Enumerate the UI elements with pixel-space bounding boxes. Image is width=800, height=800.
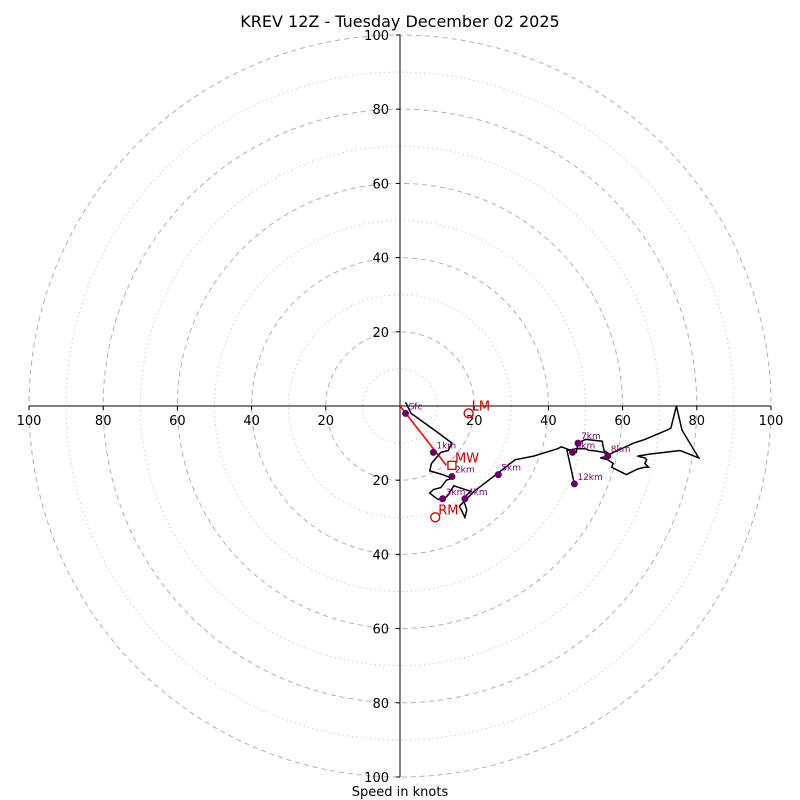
storm-motion-marker <box>447 460 457 471</box>
y-tick-label: 20 <box>372 474 389 489</box>
height-marker-dot <box>604 452 612 460</box>
y-tick-label: 40 <box>372 252 389 267</box>
axis-ticks <box>28 34 772 778</box>
storm-motion-markers: LM MW RM <box>430 399 490 523</box>
y-tick-label: 20 <box>372 326 389 341</box>
height-marker-dot <box>402 409 410 417</box>
x-tick-label: 100 <box>17 414 42 429</box>
storm-motion-label: RM <box>438 503 458 518</box>
x-tick-label: 80 <box>95 414 112 429</box>
height-marker-label: 2km <box>455 465 475 475</box>
storm-motion-marker <box>430 512 441 523</box>
y-tick-label: 60 <box>372 623 389 638</box>
x-tick-label: 20 <box>466 414 483 429</box>
height-marker-label: 6km <box>576 441 596 451</box>
height-marker-label: 7km <box>581 432 601 442</box>
y-tick-label: 100 <box>364 29 389 44</box>
hodograph-trace <box>404 401 701 520</box>
x-tick-label: 20 <box>318 414 335 429</box>
height-marker-label: 3km <box>446 488 466 498</box>
y-tick-label: 60 <box>372 177 389 192</box>
y-tick-label: 80 <box>372 697 389 712</box>
height-marker-dot <box>461 495 469 503</box>
y-tick-label: 100 <box>364 771 389 786</box>
x-axis-label: Speed in knots <box>352 785 449 800</box>
chart-title: KREV 12Z - Tuesday December 02 2025 <box>240 12 559 31</box>
x-tick-label: 60 <box>169 414 186 429</box>
height-marker-label: 4km <box>468 488 488 498</box>
height-marker-label: 8km <box>611 445 631 455</box>
storm-motion-marker <box>463 408 474 419</box>
height-marker-label: 5km <box>501 464 521 474</box>
y-tick-label: 40 <box>372 548 389 563</box>
storm-motion-label: MW <box>455 451 479 466</box>
axis-tick-labels: 100 80 60 40 20 20 40 60 80 100 100 80 60 40 20 20 40 60 8… <box>17 29 784 786</box>
x-tick-label: 100 <box>759 414 784 429</box>
height-marker-dot <box>494 471 502 479</box>
height-marker-dot <box>448 472 456 480</box>
height-marker-label: Sfc <box>409 402 423 412</box>
height-marker-label: 12km <box>577 473 602 483</box>
height-marker-dot <box>439 495 447 503</box>
y-tick-label: 80 <box>372 103 389 118</box>
x-tick-label: 40 <box>540 414 557 429</box>
x-tick-label: 40 <box>243 414 260 429</box>
x-tick-label: 80 <box>689 414 706 429</box>
height-marker-label: 1km <box>436 441 456 451</box>
x-tick-label: 60 <box>614 414 631 429</box>
height-marker-dot <box>569 448 577 456</box>
height-marker-dot <box>570 480 578 488</box>
height-marker-dot <box>429 448 437 456</box>
height-marker-dot <box>574 439 582 447</box>
storm-motion-label: LM <box>472 399 490 414</box>
